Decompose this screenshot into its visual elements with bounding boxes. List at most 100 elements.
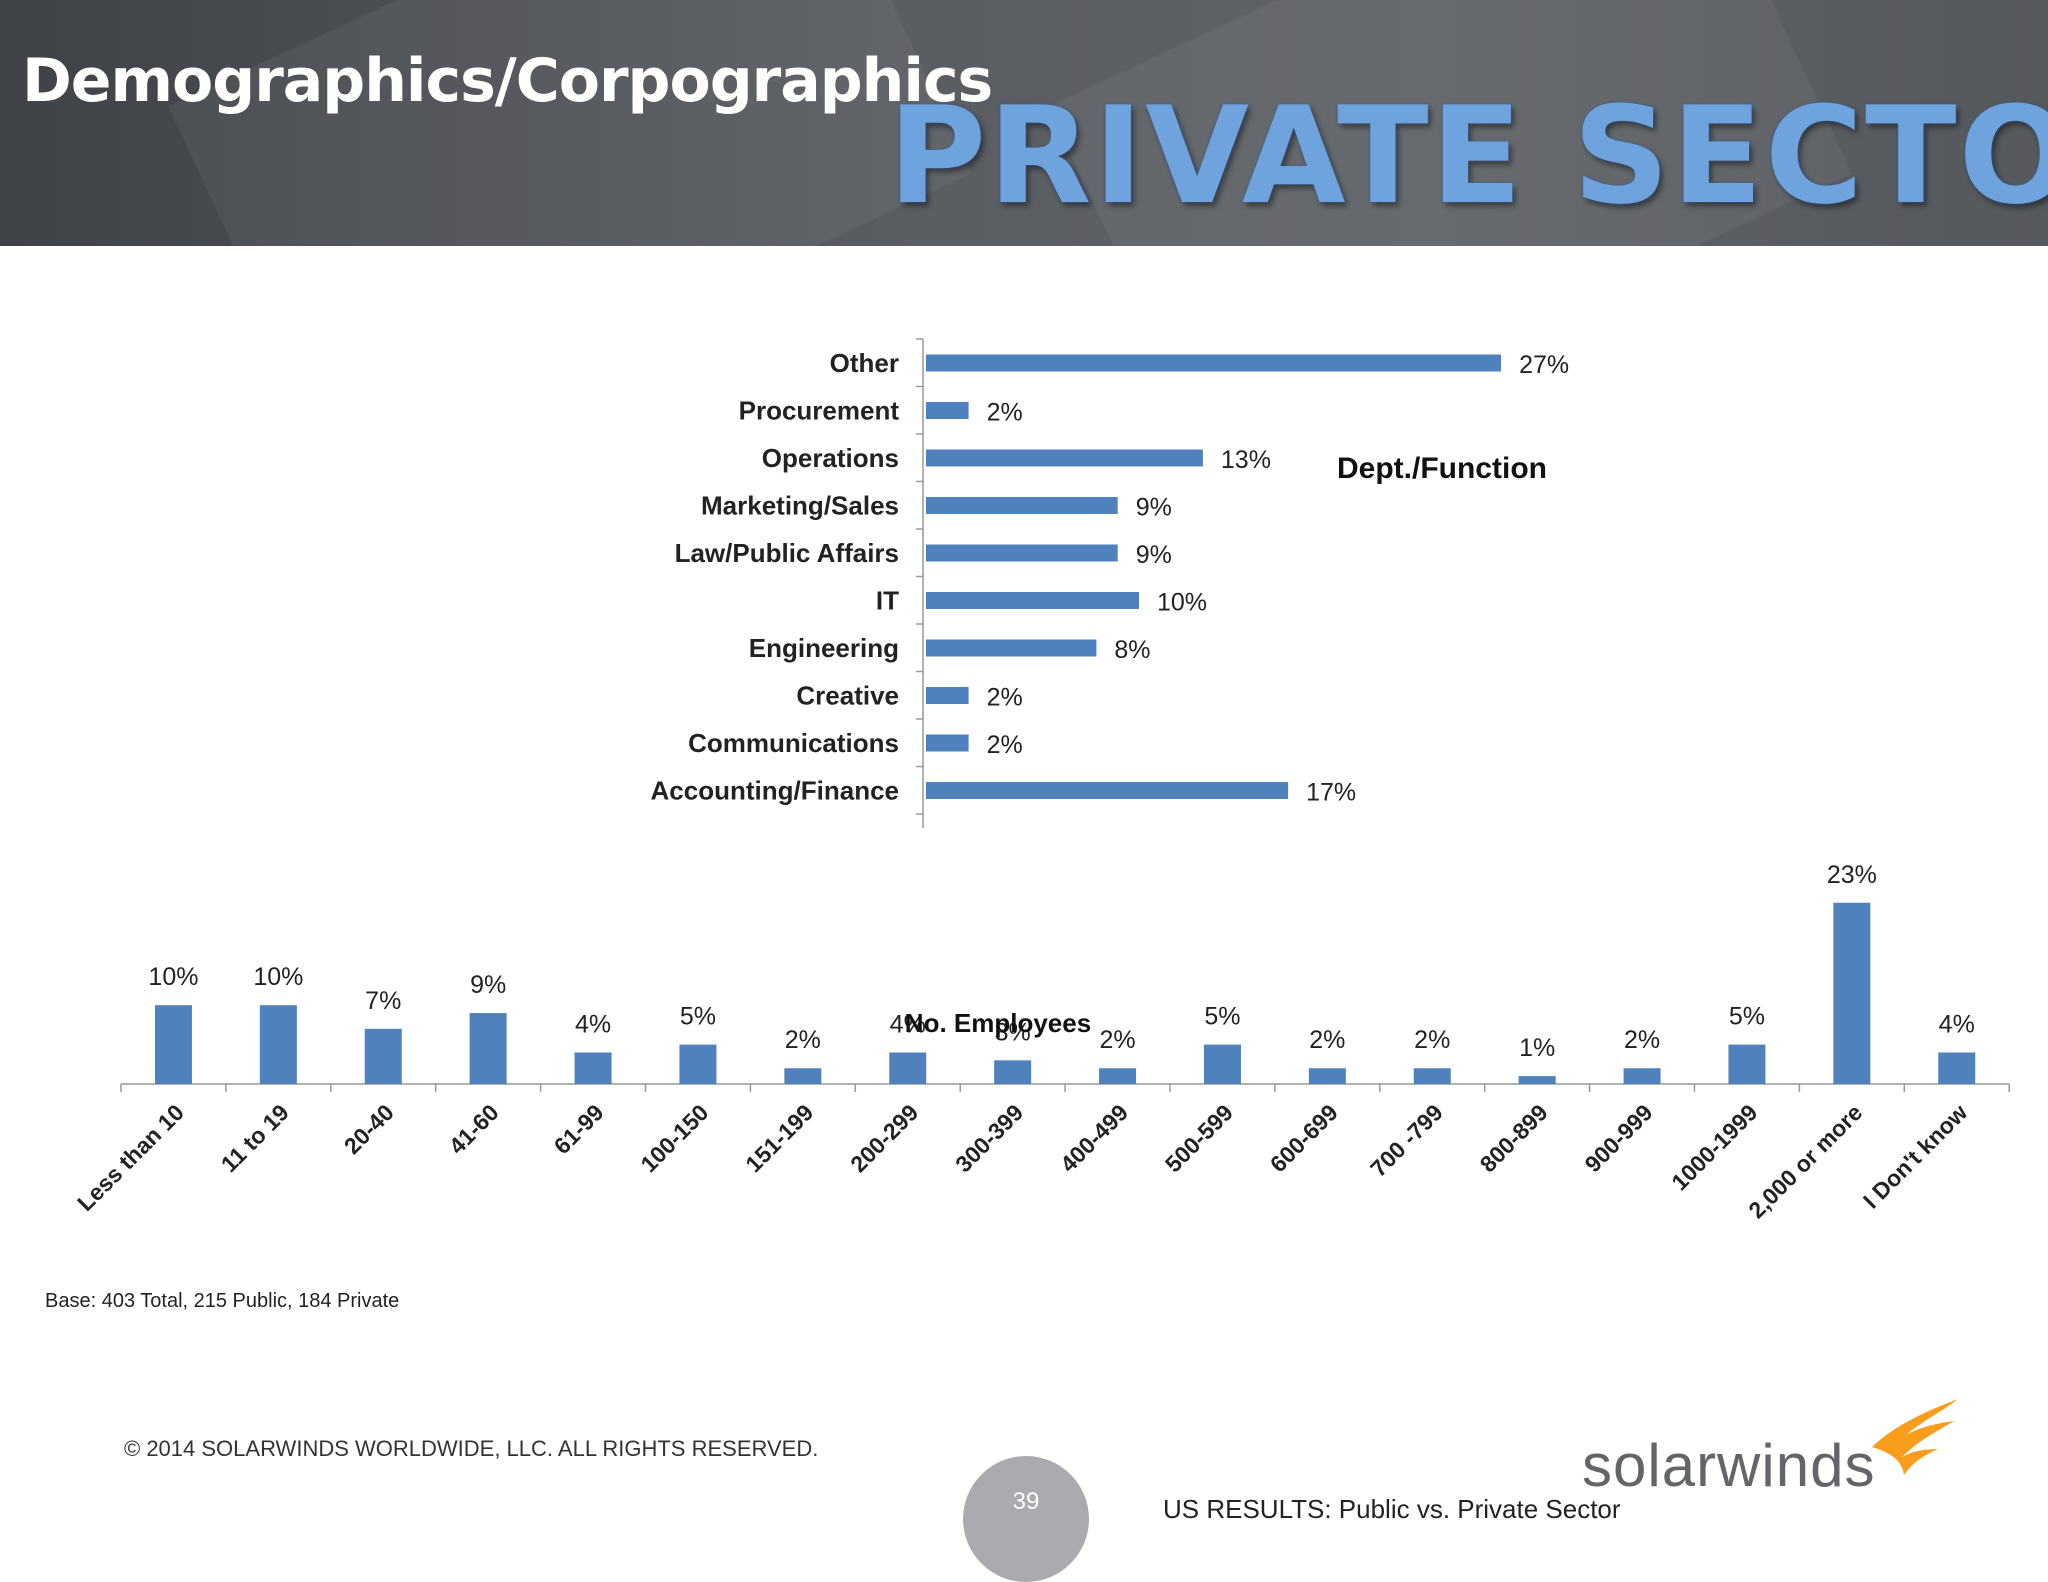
- solarwinds-flame-icon: [1872, 1399, 1958, 1475]
- hbar-value-label: 10%: [1157, 589, 1207, 617]
- vbar-bar: [1413, 1068, 1451, 1084]
- vbar-bar: [1728, 1044, 1766, 1084]
- hbar-bar: [926, 497, 1118, 514]
- vbar-category-label: 100-150: [635, 1099, 713, 1177]
- hbar-bar: [926, 592, 1139, 609]
- vbar-category-label: Less than 10: [72, 1099, 189, 1216]
- vbar-value-label: 5%: [1729, 1003, 1765, 1031]
- vbar-value-label: 9%: [470, 971, 506, 999]
- vbar-category-label: 41-60: [444, 1099, 504, 1159]
- hbar-bar: [926, 639, 1097, 657]
- hbar-category-label: IT: [876, 586, 899, 616]
- vbar-value-label: 3%: [995, 1018, 1031, 1046]
- hbar-bar: [926, 734, 969, 752]
- vbar-value-label: 5%: [680, 1003, 716, 1031]
- hbar-value-label: 8%: [1114, 636, 1150, 664]
- vbar-bar: [364, 1028, 402, 1084]
- vbar-category-label: 11 to 19: [216, 1099, 294, 1177]
- vbar-bar: [679, 1044, 717, 1084]
- hbar-bar: [926, 782, 1289, 799]
- hbar-bar: [926, 402, 969, 419]
- charts-area: Other 27% Procurement 2% Operations 13% Market…: [72, 338, 2010, 1223]
- vbar-bar: [1938, 1052, 1976, 1084]
- vbar-value-label: 4%: [890, 1010, 926, 1038]
- vbar-category-label: 900-999: [1580, 1099, 1658, 1177]
- hbar-value-label: 27%: [1519, 351, 1569, 379]
- hbar-category-label: Marketing/Sales: [701, 491, 899, 521]
- vbar-bar: [574, 1052, 612, 1084]
- header-streak: [168, 0, 972, 246]
- hbar-category-label: Engineering: [749, 633, 899, 663]
- vbar-value-label: 2%: [1309, 1026, 1345, 1054]
- vbar-value-label: 4%: [575, 1010, 611, 1038]
- logo-text: solarwinds: [1582, 1432, 1876, 1499]
- vbar-bar: [1203, 1044, 1241, 1084]
- hbar-value-label: 9%: [1136, 494, 1172, 522]
- vbar-axis-title: No. Employees: [905, 1008, 1091, 1038]
- vbar-category-label: 500-599: [1160, 1099, 1238, 1177]
- hbar-bar: [926, 354, 1502, 372]
- vbar-value-label: 2%: [1624, 1026, 1660, 1054]
- page-title: Demographics/Corpographics: [22, 46, 993, 116]
- vbar-category-label: 400-499: [1055, 1099, 1133, 1177]
- hbar-category-label: Operations: [762, 443, 899, 473]
- vbar-bar: [1308, 1068, 1346, 1084]
- vbar-category-label: 600-699: [1265, 1099, 1343, 1177]
- hbar-value-label: 2%: [987, 684, 1023, 712]
- hbar-chart-title: Dept./Function: [1337, 452, 1547, 485]
- hbar-value-label: 13%: [1221, 446, 1271, 474]
- vbar-value-label: 10%: [148, 963, 198, 991]
- dept-function-chart: Other 27% Procurement 2% Operations 13% Market…: [651, 338, 1569, 828]
- vbar-category-label: 1000-1999: [1666, 1099, 1762, 1195]
- vbar-value-label: 5%: [1204, 1003, 1240, 1031]
- hbar-value-label: 2%: [987, 731, 1023, 759]
- hbar-bar: [926, 449, 1203, 467]
- vbar-bar: [1099, 1068, 1137, 1084]
- vbar-bar: [1518, 1076, 1556, 1084]
- base-note: Base: 403 Total, 215 Public, 184 Private: [45, 1290, 400, 1312]
- vbar-value-label: 2%: [785, 1026, 821, 1054]
- vbar-category-label: 151-199: [740, 1099, 818, 1177]
- vbar-category-label: 20-40: [339, 1099, 399, 1159]
- vbar-value-label: 7%: [365, 987, 401, 1015]
- hbar-category-label: Other: [830, 348, 899, 378]
- vbar-bar: [259, 1005, 297, 1084]
- vbar-bar: [1833, 902, 1871, 1084]
- vbar-category-label: 800-899: [1475, 1099, 1553, 1177]
- hbar-value-label: 9%: [1136, 541, 1172, 569]
- footer-note: US RESULTS: Public vs. Private Sector: [1163, 1494, 1621, 1524]
- vbar-bar: [994, 1060, 1032, 1084]
- hbar-category-label: Law/Public Affairs: [675, 538, 899, 568]
- vbar-bar: [154, 1005, 192, 1084]
- vbar-value-label: 23%: [1827, 861, 1877, 889]
- employees-chart: 10% Less than 10 10% 11 to 19 7% 20-40 9% 41-60…: [72, 861, 2010, 1223]
- vbar-category-label: 200-299: [845, 1099, 923, 1177]
- vbar-category-label: 300-399: [950, 1099, 1028, 1177]
- page-number: 39: [1012, 1488, 1040, 1515]
- vbar-value-label: 2%: [1099, 1026, 1135, 1054]
- hbar-bar: [926, 544, 1118, 562]
- hbar-category-label: Accounting/Finance: [651, 776, 899, 806]
- vbar-category-label: 700 -799: [1365, 1099, 1448, 1182]
- vbar-value-label: 10%: [253, 963, 303, 991]
- vbar-bar: [1623, 1068, 1661, 1084]
- vbar-value-label: 4%: [1939, 1010, 1975, 1038]
- hbar-category-label: Creative: [796, 681, 899, 711]
- hbar-category-label: Procurement: [739, 396, 900, 426]
- hbar-value-label: 17%: [1306, 779, 1356, 807]
- copyright-text: © 2014 SOLARWINDS WORLDWIDE, LLC. ALL RI…: [124, 1436, 819, 1461]
- hbar-category-label: Communications: [688, 728, 899, 758]
- page-number-badge: 39: [963, 1456, 1089, 1582]
- vbar-category-label: I Don't know: [1858, 1099, 1972, 1213]
- vbar-value-label: 2%: [1414, 1026, 1450, 1054]
- hbar-bar: [926, 687, 969, 704]
- vbar-category-label: 61-99: [549, 1099, 609, 1159]
- solarwinds-logo: solarwinds: [1582, 1395, 1962, 1505]
- vbar-bar: [469, 1013, 507, 1084]
- header-banner: Demographics/Corpographics PRIVATE SECTO…: [0, 0, 2048, 246]
- vbar-bar: [889, 1052, 927, 1084]
- vbar-value-label: 1%: [1519, 1034, 1555, 1062]
- vbar-bar: [784, 1068, 822, 1084]
- hbar-value-label: 2%: [987, 399, 1023, 427]
- sector-banner: PRIVATE SECTOR: [888, 78, 2048, 234]
